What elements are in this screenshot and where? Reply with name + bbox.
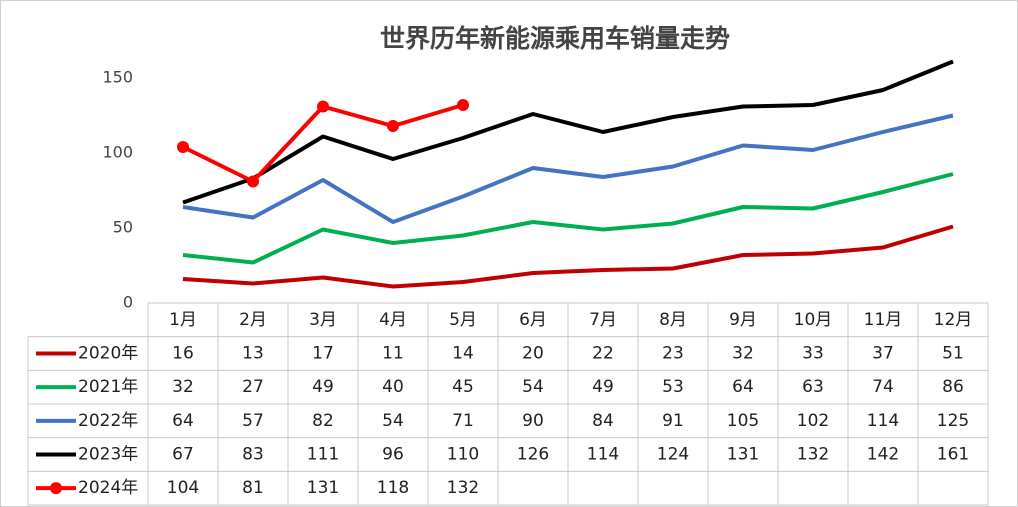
legend-label: 2021年 [78,377,138,397]
x-tick-label: 1月 [169,310,197,330]
table-value: 40 [382,377,404,397]
table-value: 13 [242,344,264,364]
x-tick-label: 9月 [729,310,757,330]
table-value: 11 [382,344,404,364]
table-value: 104 [167,478,199,498]
x-tick-label: 6月 [519,310,547,330]
x-tick-label: 7月 [589,310,617,330]
table-value: 114 [587,445,619,465]
table-value: 53 [662,377,684,397]
legend-label: 2020年 [78,344,138,364]
table-value: 82 [312,411,334,431]
y-tick-label: 50 [113,218,133,237]
legend-label: 2022年 [78,411,138,431]
y-tick-label: 150 [102,68,133,87]
table-value: 16 [172,344,194,364]
table-value: 45 [452,377,474,397]
table-value: 131 [727,445,759,465]
series-marker [317,100,329,113]
table-value: 54 [382,411,404,431]
table-value: 64 [172,411,194,431]
table-value: 86 [942,377,964,397]
table-value: 71 [452,411,474,431]
table-value: 96 [382,445,404,465]
table-value: 142 [867,445,899,465]
legend-label: 2023年 [78,445,138,465]
series-line [182,224,954,289]
table-value: 20 [522,344,544,364]
x-tick-label: 8月 [659,310,687,330]
table-value: 74 [872,377,894,397]
x-tick-label: 2月 [239,310,267,330]
table-value: 124 [657,445,689,465]
series-marker [457,99,469,111]
table-value: 67 [172,445,194,465]
x-tick-label: 5月 [449,310,477,330]
table-value: 23 [662,344,684,364]
series-line [182,59,954,205]
table-value: 37 [872,344,894,364]
table-value: 125 [937,411,969,431]
table-value: 32 [732,344,754,364]
table-value: 161 [937,445,969,465]
x-tick-label: 10月 [794,310,833,330]
table-value: 32 [172,377,194,397]
table-value: 51 [942,344,964,364]
table-value: 33 [802,344,824,364]
table-value: 132 [447,478,479,498]
legend-label: 2024年 [78,478,138,498]
table-value: 126 [517,445,549,465]
y-tick-label: 100 [102,143,133,162]
table-value: 14 [452,344,474,364]
series-line [182,113,954,224]
table-value: 81 [242,478,264,498]
table-value: 114 [867,411,899,431]
series-marker [177,141,189,153]
table-value: 110 [447,445,479,465]
y-tick-label: 0 [123,293,133,312]
table-value: 102 [797,411,829,431]
table-value: 105 [727,411,759,431]
table-value: 49 [312,377,334,397]
chart-title: 世界历年新能源乘用车销量走势 [380,24,730,53]
x-tick-label: 4月 [379,310,407,330]
table-value: 131 [307,478,339,498]
table-value: 90 [522,411,544,431]
table-value: 64 [732,377,754,397]
table-value: 63 [802,377,824,397]
table-value: 111 [307,445,339,465]
legend-marker [50,482,62,495]
table-value: 22 [592,344,614,364]
table-value: 57 [242,411,264,431]
table-value: 118 [377,478,409,498]
x-tick-label: 12月 [934,310,973,330]
table-value: 49 [592,377,614,397]
series-line [182,172,954,265]
table-value: 27 [242,377,264,397]
x-tick-label: 3月 [309,310,337,330]
table-value: 84 [592,411,614,431]
table-value: 132 [797,445,829,465]
x-tick-label: 11月 [864,310,903,330]
table-value: 91 [662,411,684,431]
series-marker [247,175,259,188]
table-value: 17 [312,344,334,364]
table-value: 83 [242,445,264,465]
series-marker [387,120,399,132]
table-value: 54 [522,377,544,397]
